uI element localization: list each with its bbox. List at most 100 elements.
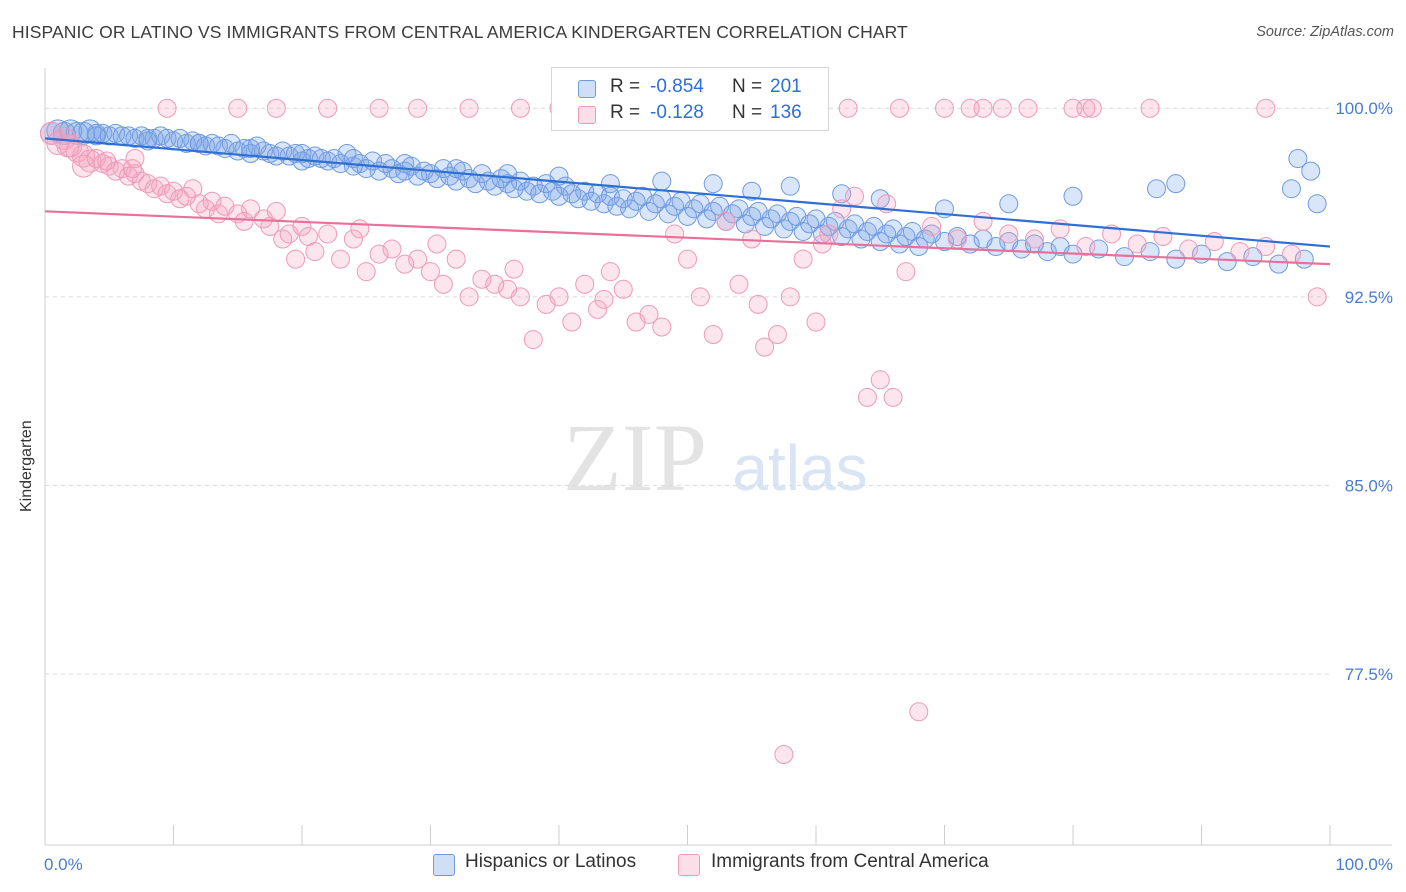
immigrants-point — [459, 287, 479, 307]
immigrants-point — [241, 199, 261, 219]
y-tick-label: 100.0% — [1335, 99, 1393, 118]
immigrants-point — [1281, 244, 1301, 264]
immigrants-point — [1024, 229, 1044, 249]
immigrants-point — [857, 387, 877, 407]
blue-swatch — [433, 854, 455, 876]
immigrants-point — [1307, 287, 1327, 307]
hispanics-point — [292, 143, 312, 163]
r-value: -0.128 — [650, 102, 704, 123]
hispanics-point — [658, 204, 678, 224]
immigrants-point — [157, 98, 177, 118]
n-value: 136 — [770, 102, 802, 123]
immigrants-point — [202, 191, 222, 211]
immigrants-point — [1153, 226, 1173, 246]
hispanics-point — [86, 126, 106, 146]
immigrants-trendline — [44, 210, 1331, 266]
immigrants-point — [755, 337, 775, 357]
immigrants-point — [992, 98, 1012, 118]
x-tick-label: 100.0% — [1335, 855, 1393, 874]
immigrants-point — [459, 98, 479, 118]
immigrants-point — [266, 98, 286, 118]
immigrants-point — [922, 216, 942, 236]
hispanics-point — [221, 133, 241, 153]
immigrants-point — [286, 249, 306, 269]
r-label: R = — [610, 102, 641, 123]
hispanics-point — [838, 219, 858, 239]
immigrants-point — [1127, 234, 1147, 254]
hispanics-point — [851, 229, 871, 249]
immigrants-point — [125, 164, 145, 184]
y-tick-label: 92.5% — [1345, 288, 1393, 307]
immigrants-point — [273, 229, 293, 249]
hispanics-point — [600, 174, 620, 194]
immigrants-point — [164, 181, 183, 201]
hispanics-point — [742, 181, 762, 201]
immigrants-point — [183, 179, 203, 199]
immigrants-point — [1179, 239, 1199, 259]
hispanics-point — [678, 206, 697, 226]
immigrants-point — [56, 134, 80, 158]
immigrants-point — [331, 249, 351, 269]
immigrants-point — [973, 211, 993, 231]
immigrants-point — [1230, 242, 1250, 262]
hispanics-point — [703, 174, 723, 194]
immigrants-point — [678, 249, 697, 269]
immigrants-point — [652, 317, 672, 337]
immigrants-point — [613, 279, 633, 299]
hispanics-point — [761, 209, 781, 229]
immigrants-point — [504, 259, 524, 279]
n-label: N = — [732, 76, 763, 97]
immigrants-point — [690, 287, 710, 307]
hispanics-point — [138, 131, 158, 151]
hispanics-point — [652, 171, 672, 191]
immigrants-point — [408, 98, 428, 118]
immigrants-point — [774, 744, 794, 764]
immigrants-point — [890, 98, 910, 118]
immigrants-point — [318, 98, 338, 118]
hispanics-point — [877, 224, 897, 244]
immigrants-point — [1076, 237, 1096, 257]
immigrants-point — [421, 262, 440, 282]
immigrants-point — [112, 159, 132, 179]
immigrants-point — [883, 387, 903, 407]
immigrants-point — [729, 274, 749, 294]
immigrants-point — [973, 98, 993, 118]
hispanics-point — [1269, 254, 1289, 274]
immigrants-point — [639, 304, 659, 324]
immigrants-point — [510, 287, 530, 307]
immigrants-point — [1076, 98, 1096, 118]
immigrants-point — [870, 370, 890, 390]
hispanics-point — [1012, 239, 1032, 259]
n-value: 201 — [770, 76, 802, 97]
immigrants-point — [408, 249, 428, 269]
pink-swatch — [678, 854, 700, 876]
immigrants-point — [433, 274, 453, 294]
series-legend: Hispanics or Latinos Immigrants from Cen… — [0, 851, 1406, 879]
hispanics-point — [189, 133, 209, 153]
immigrants-point — [562, 312, 582, 332]
immigrants-point — [446, 249, 466, 269]
immigrants-point — [151, 176, 171, 196]
blue-swatch — [578, 80, 596, 98]
immigrants-point — [1140, 98, 1160, 118]
legend-hispanics-label: Hispanics or Latinos — [465, 851, 637, 872]
immigrants-point — [716, 211, 736, 231]
immigrants-point — [395, 254, 415, 274]
hispanics-point — [722, 204, 742, 224]
immigrants-point — [838, 98, 858, 118]
immigrants-point — [1082, 98, 1102, 118]
hispanics-point — [639, 201, 659, 221]
immigrants-point — [742, 229, 762, 249]
hispanics-point — [498, 164, 518, 184]
immigrants-point — [228, 98, 248, 118]
legend-row-immigrants: R = -0.128 N = 136 — [552, 102, 828, 128]
hispanics-point — [684, 199, 704, 219]
hispanics-point — [665, 196, 685, 216]
immigrants-point — [767, 325, 787, 345]
immigrants-point — [369, 98, 389, 118]
source-credit: Source: ZipAtlas.com — [1256, 24, 1394, 40]
immigrants-point — [369, 244, 389, 264]
hispanics-point — [780, 211, 800, 231]
immigrants-point — [845, 186, 865, 206]
immigrants-point — [909, 702, 929, 722]
